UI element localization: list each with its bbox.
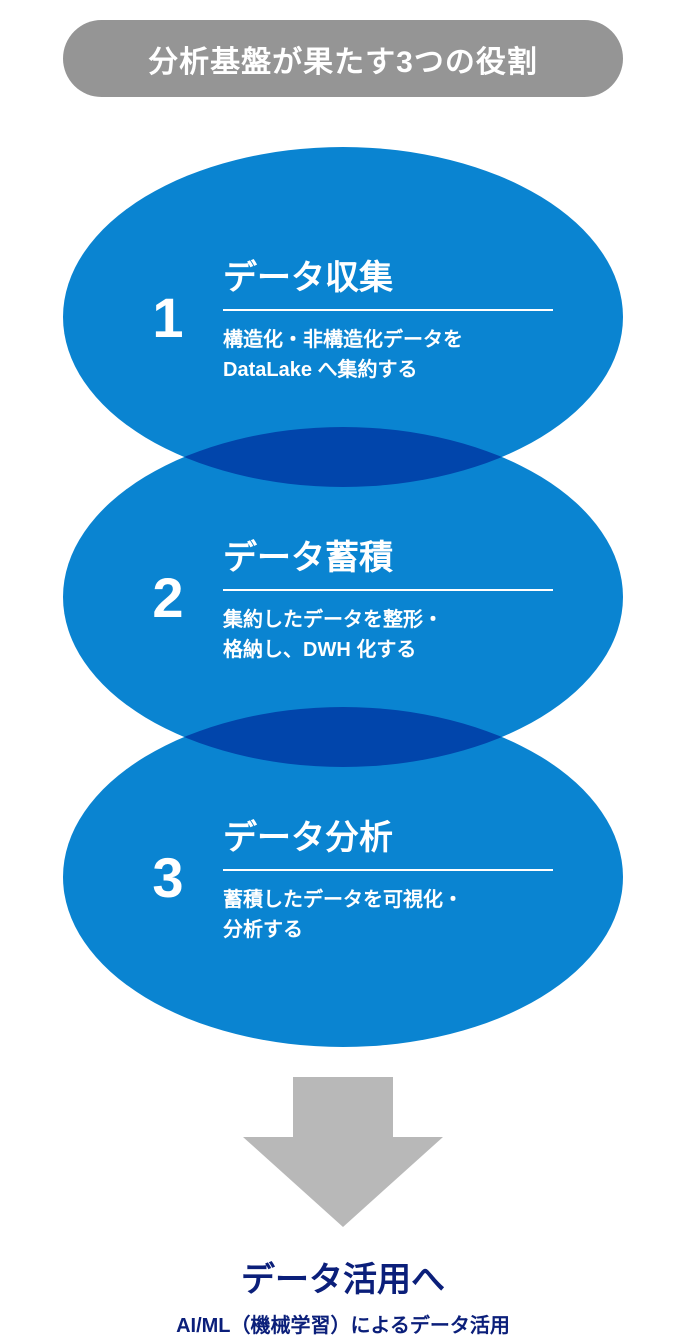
down-arrow-icon — [243, 1077, 443, 1227]
header-text: 分析基盤が果たす3つの役割 — [148, 37, 538, 81]
ellipse-2-desc: 集約したデータを整形・格納し、DWH 化する — [223, 605, 553, 665]
ellipse-1-title: データ収集 — [223, 250, 553, 311]
footer-sub: AI/ML（機械学習）によるデータ活用 — [176, 1309, 510, 1338]
footer: データ活用へ AI/ML（機械学習）によるデータ活用 — [176, 1252, 510, 1338]
ellipse-1-desc: 構造化・非構造化データをDataLake へ集約する — [223, 325, 553, 385]
ellipse-3-desc: 蓄積したデータを可視化・分析する — [223, 885, 553, 945]
ellipse-3-content: 3 データ分析 蓄積したデータを可視化・分析する — [63, 810, 623, 945]
ellipse-2-text: データ蓄積 集約したデータを整形・格納し、DWH 化する — [203, 530, 553, 665]
ellipse-3-text: データ分析 蓄積したデータを可視化・分析する — [203, 810, 553, 945]
ellipse-2-number: 2 — [133, 565, 203, 630]
ellipse-1-content: 1 データ収集 構造化・非構造化データをDataLake へ集約する — [63, 250, 623, 385]
ellipse-1-text: データ収集 構造化・非構造化データをDataLake へ集約する — [203, 250, 553, 385]
footer-title: データ活用へ — [176, 1252, 510, 1301]
ellipse-2-content: 2 データ蓄積 集約したデータを整形・格納し、DWH 化する — [63, 530, 623, 665]
ellipse-3: 3 データ分析 蓄積したデータを可視化・分析する — [63, 707, 623, 1047]
ellipse-1-number: 1 — [133, 285, 203, 350]
header-pill: 分析基盤が果たす3つの役割 — [63, 20, 623, 97]
arrow-container — [243, 1077, 443, 1232]
ellipse-3-title: データ分析 — [223, 810, 553, 871]
ellipse-3-number: 3 — [133, 845, 203, 910]
ellipse-2-title: データ蓄積 — [223, 530, 553, 591]
